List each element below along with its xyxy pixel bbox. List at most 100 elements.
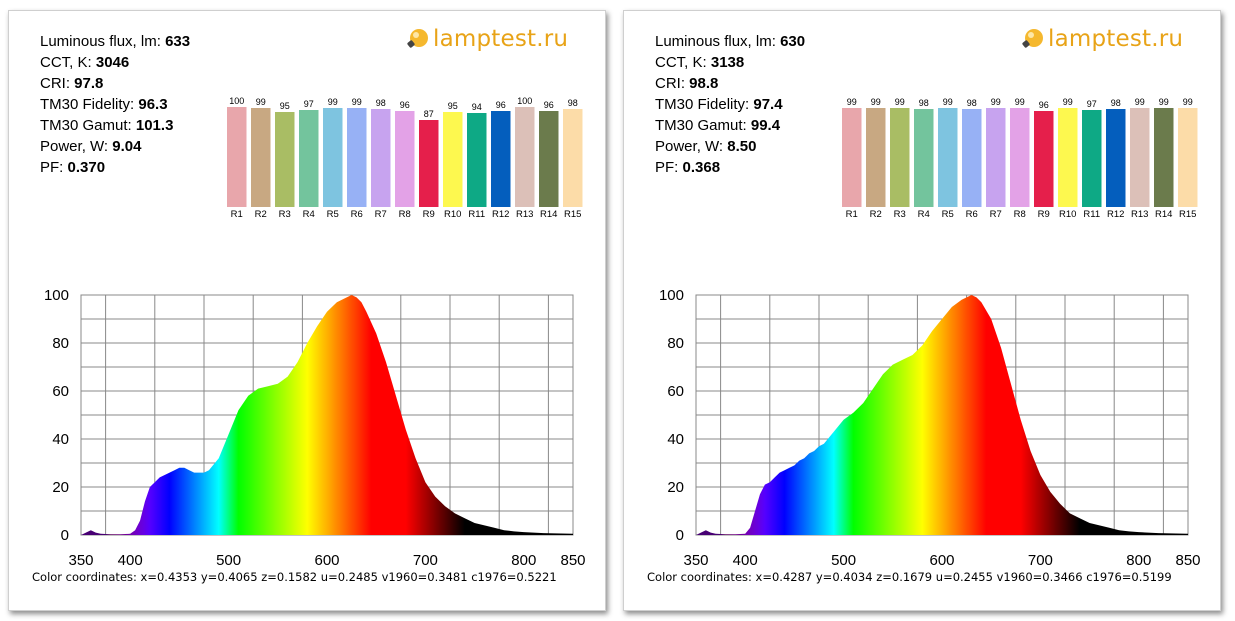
cri-bar-R3	[275, 112, 295, 207]
x-tick-label: 350	[68, 552, 93, 569]
cri-bar-R14	[539, 111, 559, 207]
cri-category-label: R4	[303, 209, 315, 218]
cri-category-label: R1	[846, 209, 858, 218]
cri-value-label: 96	[544, 100, 554, 110]
y-tick-label: 0	[676, 527, 684, 544]
cri-category-label: R2	[870, 209, 882, 218]
x-tick-label: 500	[216, 552, 241, 569]
cri-bar-R14	[1154, 108, 1174, 207]
cri-value-label: 87	[424, 109, 434, 119]
cri-category-label: R15	[1179, 209, 1196, 218]
cri-bar-R12	[491, 111, 511, 207]
cri-value-label: 96	[1039, 100, 1049, 110]
cri-bar-R6	[962, 109, 982, 207]
brand-name: lamptest.ru	[1048, 26, 1184, 52]
x-tick-label: 600	[314, 552, 339, 569]
cri-category-label: R12	[492, 209, 509, 218]
cri-value-label: 99	[871, 97, 881, 107]
cri-bar-chart: 99 R1 99 R2 99 R3 98 R4 99 R5 98 R6 99 R7 99 R8 96 R9 99 R1…	[842, 97, 1198, 218]
cri-value-label: 99	[256, 97, 266, 107]
cri-value-label: 96	[400, 100, 410, 110]
y-tick-label: 60	[667, 383, 684, 400]
cri-category-label: R6	[966, 209, 978, 218]
cri-category-label: R1	[231, 209, 243, 218]
param-tm30-gamut: TM30 Gamut: 99.4	[655, 117, 781, 134]
cri-bar-R5	[938, 108, 958, 207]
cri-bar-R13	[1130, 108, 1150, 207]
y-tick-label: 80	[52, 335, 69, 352]
cri-category-label: R10	[1059, 209, 1076, 218]
cri-category-label: R8	[399, 209, 411, 218]
cri-value-label: 94	[472, 102, 482, 112]
cri-category-label: R3	[894, 209, 906, 218]
x-tick-label: 350	[683, 552, 708, 569]
x-tick-label: 850	[560, 552, 585, 569]
cri-value-label: 100	[517, 96, 532, 106]
cri-category-label: R7	[375, 209, 387, 218]
cri-bar-R6	[347, 108, 367, 207]
cri-bar-R15	[1178, 108, 1198, 207]
color-coordinates: Color coordinates: x=0.4353 y=0.4065 z=0…	[32, 570, 557, 584]
y-tick-label: 100	[44, 287, 69, 304]
cri-bar-R10	[1058, 108, 1078, 207]
cri-value-label: 99	[328, 97, 338, 107]
cri-value-label: 99	[1063, 97, 1073, 107]
cri-bar-R11	[1082, 110, 1102, 207]
param-cri: CRI: 97.8	[40, 75, 104, 92]
cri-category-label: R13	[516, 209, 533, 218]
lamp-bulb-icon	[1022, 29, 1043, 48]
cri-bar-R8	[1010, 108, 1030, 207]
cri-category-label: R9	[423, 209, 435, 218]
cri-category-label: R3	[279, 209, 291, 218]
x-tick-label: 600	[929, 552, 954, 569]
x-tick-label: 400	[118, 552, 143, 569]
spectrum-area	[696, 295, 1188, 535]
param-power: Power, W: 9.04	[40, 138, 142, 155]
cri-value-label: 99	[1015, 97, 1025, 107]
cri-category-label: R11	[1083, 209, 1100, 218]
cri-category-label: R2	[255, 209, 267, 218]
param-luminous-flux: Luminous flux, lm: 633	[40, 33, 191, 50]
cri-value-label: 96	[496, 100, 506, 110]
cri-bar-R7	[371, 109, 391, 207]
spectrum-chart: 0 20 40 60 80 100 350 400 500 600 700 800 850	[659, 287, 1201, 569]
cri-bar-R13	[515, 107, 535, 207]
brand-name: lamptest.ru	[433, 26, 569, 52]
y-tick-label: 20	[667, 479, 684, 496]
y-tick-label: 40	[52, 431, 69, 448]
cri-category-label: R5	[327, 209, 339, 218]
cri-value-label: 99	[1135, 97, 1145, 107]
cri-value-label: 98	[1111, 98, 1121, 108]
spectrum-area	[81, 295, 573, 535]
cri-value-label: 98	[568, 98, 578, 108]
cri-bar-R4	[914, 109, 934, 207]
cri-bar-R3	[890, 108, 910, 207]
param-tm30-gamut: TM30 Gamut: 101.3	[40, 117, 174, 134]
x-tick-label: 700	[1028, 552, 1053, 569]
cri-value-label: 98	[967, 98, 977, 108]
y-tick-label: 80	[667, 335, 684, 352]
cri-bar-R7	[986, 108, 1006, 207]
parameters-list: Luminous flux, lm: 633 CCT, K: 3046 CRI:…	[40, 31, 190, 178]
brand-logo[interactable]: lamptest.ru	[406, 25, 568, 53]
cri-value-label: 98	[376, 98, 386, 108]
measurement-panel-right: Luminous flux, lm: 630 CCT, K: 3138 CRI:…	[623, 10, 1221, 611]
cri-category-label: R4	[918, 209, 930, 218]
cri-bar-R4	[299, 110, 319, 207]
cri-bar-R1	[842, 108, 862, 207]
cri-bar-R11	[467, 113, 487, 207]
param-cct: CCT, K: 3138	[655, 54, 745, 71]
x-tick-label: 850	[1175, 552, 1200, 569]
x-tick-label: 400	[733, 552, 758, 569]
x-tick-label: 700	[413, 552, 438, 569]
cri-value-label: 95	[280, 101, 290, 111]
brand-logo[interactable]: lamptest.ru	[1021, 25, 1183, 53]
cri-value-label: 99	[847, 97, 857, 107]
cri-bar-R9	[1034, 111, 1054, 207]
cri-value-label: 99	[352, 97, 362, 107]
cri-bar-R9	[419, 120, 439, 207]
cri-value-label: 99	[895, 97, 905, 107]
cri-value-label: 99	[1183, 97, 1193, 107]
cri-value-label: 97	[304, 99, 314, 109]
cri-bar-R1	[227, 107, 247, 207]
